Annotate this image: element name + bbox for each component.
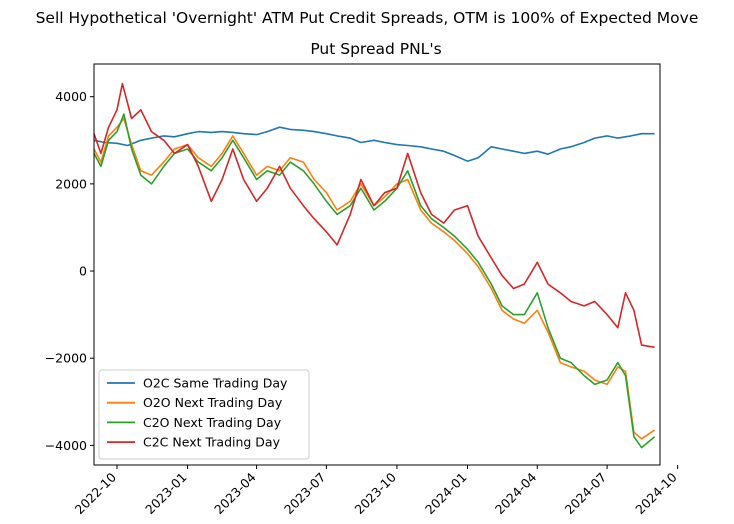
axes-frame [93,63,661,466]
series-line-1 [93,126,655,162]
x-tick-label: 2023-01 [142,470,190,518]
y-tick-label: 4000 [55,89,87,104]
series-line-3 [93,113,656,449]
y-tick-label: 2000 [55,176,87,191]
x-tick-label: 2022-10 [72,469,120,517]
y-tick-label: −2000 [45,351,87,366]
series-line-2 [93,117,656,440]
x-tick-label: 2024-01 [422,470,470,518]
y-tick-label: 0 [79,264,87,279]
legend-box [98,369,310,460]
x-tick-label: 2023-07 [281,470,329,518]
chart-title: Put Spread PNL's [310,40,441,58]
x-tick-label: 2023-04 [211,469,259,517]
legend: O2C Same Trading Day O2O Next Trading Day… [98,369,310,460]
plot-area [93,82,656,449]
legend-label-3: C2O Next Trading Day [143,415,282,430]
x-tick-label: 2023-10 [352,469,400,517]
legend-label-1: O2C Same Trading Day [143,376,288,391]
y-tick-label: −4000 [45,438,87,453]
x-tick-label: 2024-10 [632,469,680,517]
x-tick-label: 2024-07 [562,470,610,518]
x-tick-label: 2024-04 [492,469,540,517]
legend-label-4: C2C Next Trading Day [143,435,281,450]
figure-suptitle: Sell Hypothetical 'Overnight' ATM Put Cr… [36,9,699,27]
legend-label-2: O2O Next Trading Day [143,395,283,410]
series-line-4 [93,82,655,349]
